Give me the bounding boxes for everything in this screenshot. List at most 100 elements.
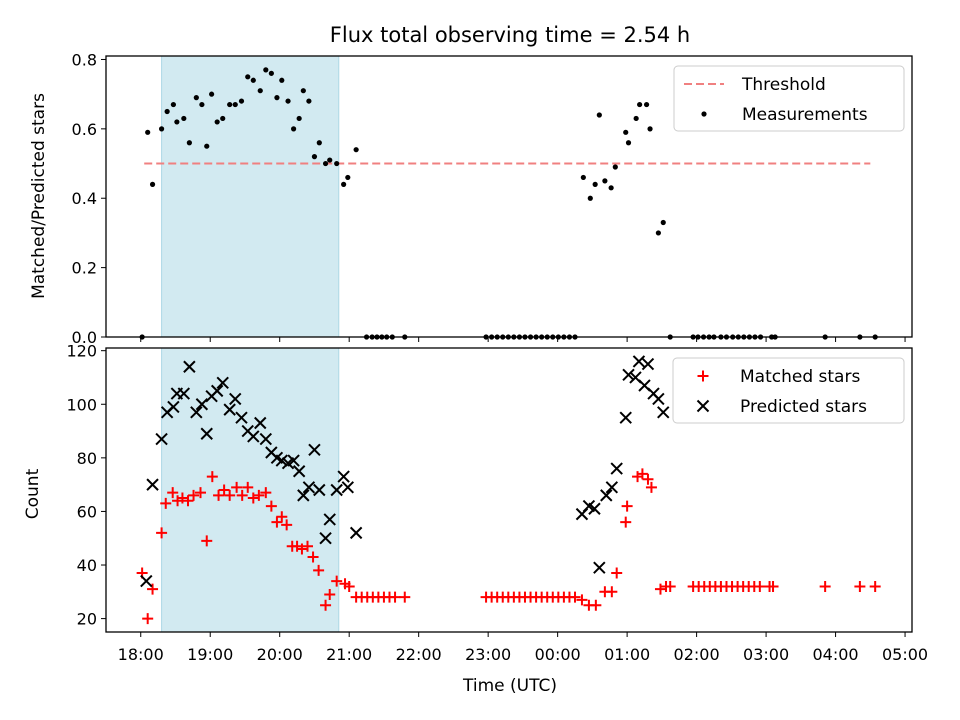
y-tick-label: 100 <box>66 395 97 414</box>
predicted-stars-point <box>183 360 196 373</box>
measurement-point <box>637 101 643 108</box>
x-tick-label: 05:00 <box>882 645 928 664</box>
measurement-point <box>345 174 351 181</box>
matched-stars-point <box>236 489 248 501</box>
x-tick-label: 01:00 <box>604 645 650 664</box>
predicted-stars-point <box>610 462 623 475</box>
legend-label: Measurements <box>742 105 868 125</box>
matched-stars-point <box>636 468 648 480</box>
matched-stars-point <box>642 473 654 485</box>
matched-stars-point <box>569 591 581 603</box>
bottom-panel-frame <box>105 347 913 633</box>
x-tick-label: 18:00 <box>118 645 164 664</box>
predicted-stars-point <box>313 483 326 497</box>
predicted-stars-point <box>223 403 236 416</box>
predicted-stars-point <box>600 489 613 502</box>
x-tick-label: 03:00 <box>743 645 789 664</box>
measurement-point <box>625 140 632 146</box>
predicted-stars-point <box>140 574 153 588</box>
measurement-point <box>300 88 306 94</box>
legend-matched-swatch <box>697 370 709 382</box>
measurement-point <box>279 77 285 83</box>
matched-stars-point <box>664 580 676 592</box>
measurement-point <box>204 143 210 149</box>
legend-label: Predicted stars <box>740 397 867 417</box>
measurement-point <box>311 154 318 160</box>
legend-box <box>672 357 905 424</box>
measurement-point <box>647 126 653 132</box>
measurement-point <box>306 98 312 104</box>
matched-stars-point <box>218 484 230 496</box>
measurement-point <box>296 115 302 122</box>
predicted-stars-point <box>177 387 191 400</box>
matched-stars-point <box>253 489 265 501</box>
predicted-stars-point <box>297 489 310 502</box>
measurement-point <box>291 126 297 132</box>
predicted-stars-point <box>632 355 646 368</box>
measurement-point <box>186 140 192 146</box>
matched-stars-point <box>224 489 236 501</box>
measurement-point <box>199 101 205 108</box>
measurement-point <box>181 115 187 122</box>
matched-stars-point <box>265 500 277 512</box>
y-tick-label: 80 <box>77 449 97 468</box>
predicted-stars-point <box>588 502 601 515</box>
measurement-point <box>655 230 661 236</box>
matched-stars-point <box>320 599 332 611</box>
measurement-point <box>149 181 156 187</box>
predicted-stars-point <box>200 427 213 440</box>
matched-stars-point <box>576 594 588 606</box>
matched-stars-point <box>147 583 159 595</box>
matched-stars-point <box>302 540 313 552</box>
measurement-point <box>580 174 586 181</box>
measurement-point <box>608 185 614 191</box>
matched-stars-point <box>296 543 308 555</box>
matched-stars-point <box>142 613 154 625</box>
top-y-axis-label: Matched/Predicted stars <box>29 93 49 299</box>
measurement-point <box>193 95 199 101</box>
measurement-point <box>164 108 170 115</box>
measurement-point <box>334 160 340 167</box>
measurement-point <box>268 70 274 76</box>
y-tick-label: 40 <box>77 556 97 575</box>
chart-title: Flux total observing time = 2.54 h <box>330 23 690 47</box>
matched-stars-point <box>160 497 172 509</box>
matched-stars-point <box>167 487 179 499</box>
y-tick-label: 0.8 <box>72 50 97 69</box>
x-tick-label: 19:00 <box>187 645 233 664</box>
measurement-point <box>623 129 629 135</box>
x-tick-label: 04:00 <box>813 645 859 664</box>
predicted-stars-point <box>619 411 632 424</box>
predicted-stars-point <box>259 432 273 446</box>
matched-stars-point <box>201 535 213 547</box>
predicted-stars-point <box>155 432 168 446</box>
top-panel: 0.00.20.40.60.8 Matched/Predicted stars … <box>29 50 913 347</box>
matched-stars-point <box>271 516 283 528</box>
matched-stars-point <box>231 481 243 493</box>
measurement-point <box>274 95 280 101</box>
measurement-point <box>257 88 263 94</box>
predicted-stars-point <box>302 481 316 494</box>
top-panel-frame <box>105 55 913 338</box>
matched-stars-point <box>854 580 866 592</box>
bottom-y-axis-label: Count <box>23 468 43 519</box>
x-tick-label: 02:00 <box>674 645 720 664</box>
legend-measurement-swatch <box>701 111 707 117</box>
matched-stars-point <box>754 580 766 592</box>
predicted-stars-point <box>146 478 159 491</box>
matched-stars-point <box>242 481 254 493</box>
y-tick-label: 20 <box>77 610 97 629</box>
matched-stars-point <box>621 500 633 512</box>
matched-stars-point <box>869 580 881 592</box>
measurement-point <box>660 219 666 226</box>
predicted-stars-point <box>216 376 229 390</box>
measurement-point <box>158 126 165 132</box>
predicted-stars-point <box>337 470 350 483</box>
predicted-stars-point <box>308 443 321 457</box>
matched-stars-point <box>307 551 319 563</box>
predicted-stars-point <box>641 357 655 371</box>
shaded-interval <box>161 347 340 633</box>
predicted-stars-point <box>323 513 336 526</box>
matched-stars-point <box>156 527 168 539</box>
measurement-point <box>170 101 176 108</box>
